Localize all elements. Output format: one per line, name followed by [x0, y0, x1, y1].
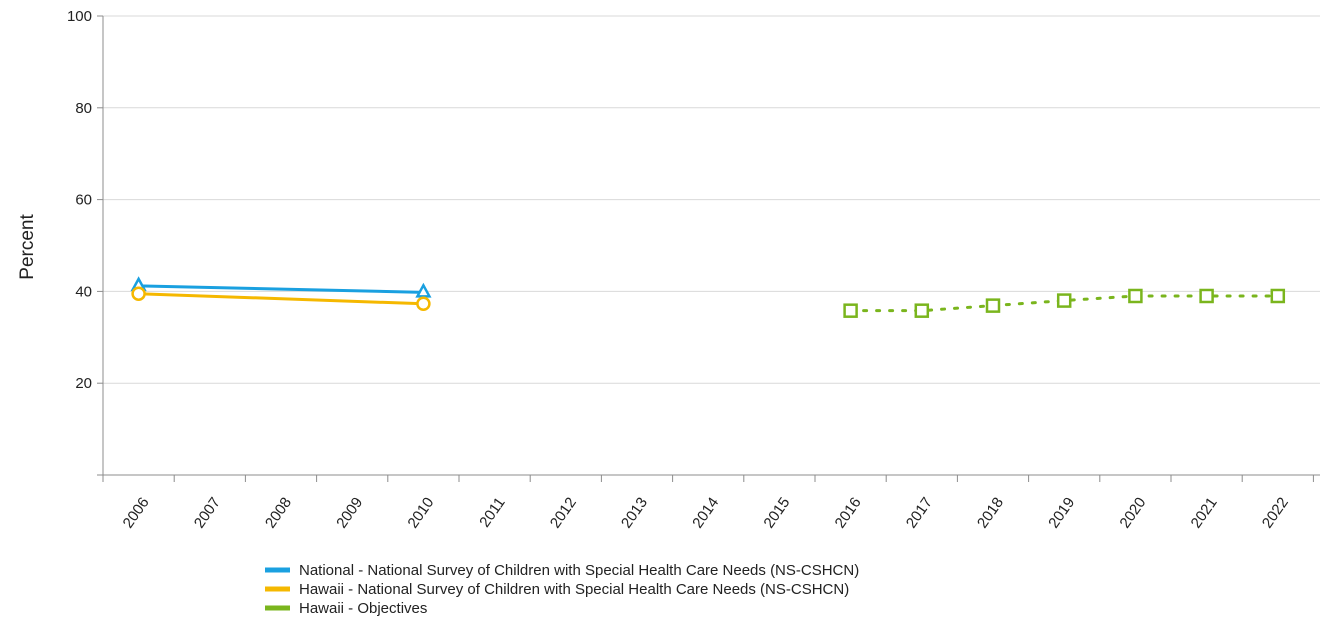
legend-label: National - National Survey of Children w…: [299, 562, 859, 579]
x-tick-label: 2011: [476, 494, 508, 530]
x-tick-label: 2015: [760, 494, 793, 531]
x-tick-label: 2018: [974, 494, 1007, 531]
legend-label: Hawaii - Objectives: [299, 600, 427, 617]
series-square: [843, 288, 1286, 318]
square-marker: [1199, 288, 1214, 304]
square-marker: [1270, 288, 1286, 304]
y-axis-title: Percent: [17, 214, 38, 280]
x-tick-label: 2019: [1045, 494, 1078, 531]
x-tick-label: 2017: [903, 494, 936, 531]
data-series: [130, 276, 1286, 318]
series-line: [138, 292, 424, 306]
x-tick-label: 2008: [262, 494, 295, 531]
y-tick-label: 60: [75, 192, 92, 209]
x-tick-label: 2020: [1116, 494, 1149, 531]
x-tick-label: 2013: [618, 494, 651, 531]
series-line: [138, 284, 424, 294]
x-tick-label: 2021: [1188, 494, 1221, 531]
y-tick-label: 20: [75, 375, 92, 392]
axes: [97, 16, 1320, 476]
x-axis-ticks: 2006 2007 2008 2009 2010 2011 2012 2013 2014 2015…: [102, 475, 1314, 531]
x-tick-label: 2006: [120, 494, 153, 531]
square-marker: [1056, 293, 1072, 308]
y-axis-ticks: 20 40 60 80 100: [67, 8, 103, 392]
circle-marker: [416, 296, 431, 312]
legend: National - National Survey of Children w…: [265, 562, 859, 617]
square-marker: [843, 303, 858, 318]
x-tick-label: 2012: [547, 494, 580, 531]
x-tick-label: 2014: [689, 494, 722, 531]
series-circle: [131, 286, 431, 312]
square-marker: [1128, 288, 1143, 304]
y-tick-label: 40: [75, 283, 92, 300]
triangle-marker: [415, 282, 432, 298]
y-tick-label: 80: [75, 100, 92, 117]
x-tick-label: 2022: [1259, 494, 1292, 531]
circle-marker: [131, 286, 146, 301]
x-tick-label: 2007: [191, 494, 224, 531]
x-tick-label: 2016: [832, 494, 865, 531]
gridlines: [103, 15, 1320, 384]
y-tick-label: 100: [67, 8, 92, 25]
square-marker: [914, 303, 930, 318]
x-tick-label: 2010: [404, 494, 437, 531]
square-marker: [985, 298, 1001, 313]
x-tick-label: 2009: [333, 494, 366, 531]
legend-label: Hawaii - National Survey of Children wit…: [299, 581, 849, 598]
